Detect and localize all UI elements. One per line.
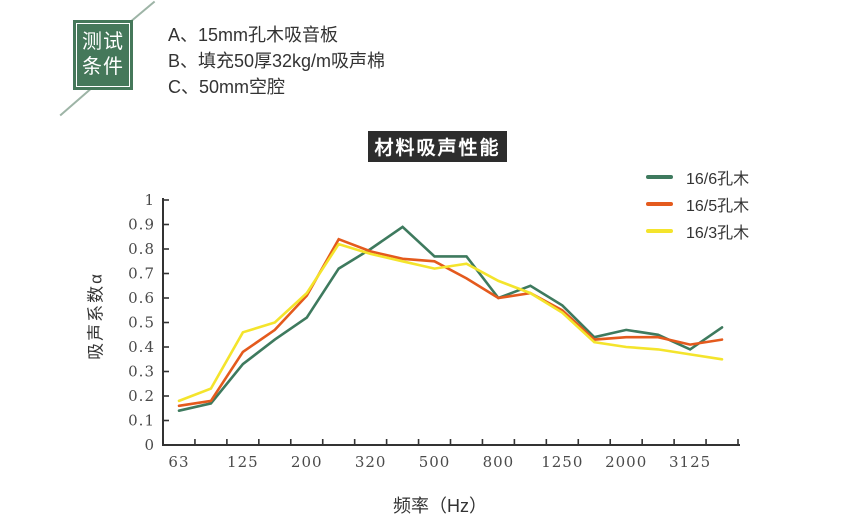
y-tick-label: 0.5 (128, 314, 155, 332)
chart-title: 材料吸声性能 (368, 131, 507, 162)
x-tick-label: 3125 (669, 453, 711, 471)
legend-item: 16/6孔木 (646, 163, 749, 190)
y-tick-label: 0.2 (128, 387, 155, 405)
x-tick-label: 2000 (605, 453, 647, 471)
x-tick-label: 63 (168, 453, 189, 471)
series-line (177, 225, 724, 413)
legend-swatch (646, 174, 673, 179)
x-tick-label: 320 (355, 453, 387, 471)
x-tick-label: 500 (419, 453, 451, 471)
legend-swatch (646, 228, 673, 233)
condition-item-b: B、填充50厚32kg/m吸声棉 (168, 51, 386, 71)
x-tick-label: 1250 (541, 453, 583, 471)
y-tick-label: 0.8 (128, 240, 155, 258)
condition-item-a: A、15mm孔木吸音板 (168, 25, 339, 45)
y-tick-label: 0.9 (128, 216, 155, 234)
x-tick-label: 800 (483, 453, 515, 471)
legend-swatch (646, 201, 673, 206)
x-tick-label: 125 (227, 453, 259, 471)
y-tick-label: 1 (144, 191, 155, 209)
y-tick-label: 0 (144, 436, 155, 454)
legend-label: 16/6孔木 (686, 170, 750, 188)
series-line (177, 237, 724, 408)
y-tick-label: 0.7 (128, 265, 155, 283)
legend-label: 16/5孔木 (686, 197, 750, 215)
test-conditions-badge: 测试 条件 (73, 20, 133, 90)
x-tick-label: 200 (291, 453, 323, 471)
axes (162, 198, 740, 446)
y-tick-label: 0.3 (128, 363, 155, 381)
y-tick-label: 0.1 (128, 412, 155, 430)
condition-item-c: C、50mm空腔 (168, 77, 286, 97)
test-conditions-badge-line2: 条件 (82, 56, 124, 78)
x-axis-label: 频率（Hz） (393, 496, 487, 516)
series-line (177, 242, 724, 403)
test-conditions-badge-line1: 测试 (82, 31, 124, 53)
y-tick-label: 0.6 (128, 289, 155, 307)
y-tick-label: 0.4 (128, 338, 155, 356)
legend-item: 16/3孔木 (646, 217, 749, 244)
chart-legend: 16/6孔木 16/5孔木 16/3孔木 (646, 163, 749, 244)
test-conditions-list: A、15mm孔木吸音板 B、填充50厚32kg/m吸声棉 C、50mm空腔 (168, 22, 385, 100)
legend-item: 16/5孔木 (646, 190, 749, 217)
legend-label: 16/3孔木 (686, 224, 750, 242)
